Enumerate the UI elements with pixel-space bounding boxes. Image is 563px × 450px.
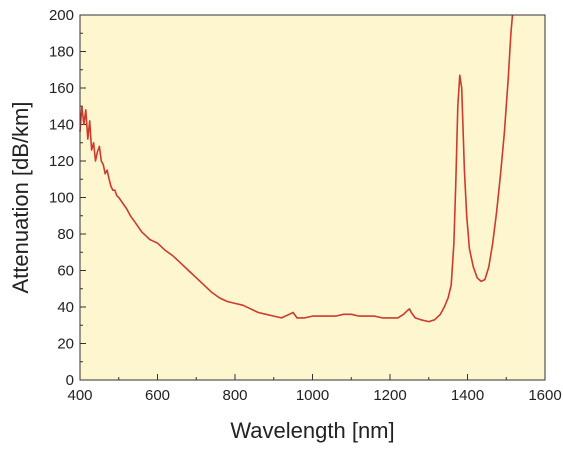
y-tick-label: 60	[57, 263, 74, 280]
plot-frame	[79, 14, 546, 381]
y-axis-title: Attenuation [dB/km]	[8, 102, 33, 294]
x-tick-label: 400	[67, 387, 92, 404]
x-tick-label: 1400	[451, 387, 484, 404]
y-tick-label: 180	[49, 44, 74, 61]
y-tick-label: 140	[49, 117, 74, 134]
y-tick-label: 40	[57, 299, 74, 316]
y-axis-ticks: 0 20 40 60 80 100 120 140 160 180 200	[49, 7, 86, 389]
x-tick-label: 1200	[373, 387, 406, 404]
x-axis-title: Wavelength [nm]	[230, 418, 394, 443]
y-tick-label: 200	[49, 7, 74, 24]
x-axis-ticks: 400 600 800 1000 1200 1400 1600	[67, 374, 562, 404]
y-tick-label: 100	[49, 190, 74, 207]
y-tick-label: 20	[57, 336, 74, 353]
y-tick-label: 160	[49, 80, 74, 97]
y-tick-label: 0	[66, 372, 74, 389]
x-tick-label: 1000	[296, 387, 329, 404]
x-tick-label: 1600	[528, 387, 561, 404]
plot-background	[80, 15, 545, 380]
attenuation-series-line	[79, 14, 514, 323]
x-tick-label: 800	[222, 387, 247, 404]
x-tick-label: 600	[145, 387, 170, 404]
y-tick-label: 120	[49, 153, 74, 170]
y-tick-label: 80	[57, 226, 74, 243]
